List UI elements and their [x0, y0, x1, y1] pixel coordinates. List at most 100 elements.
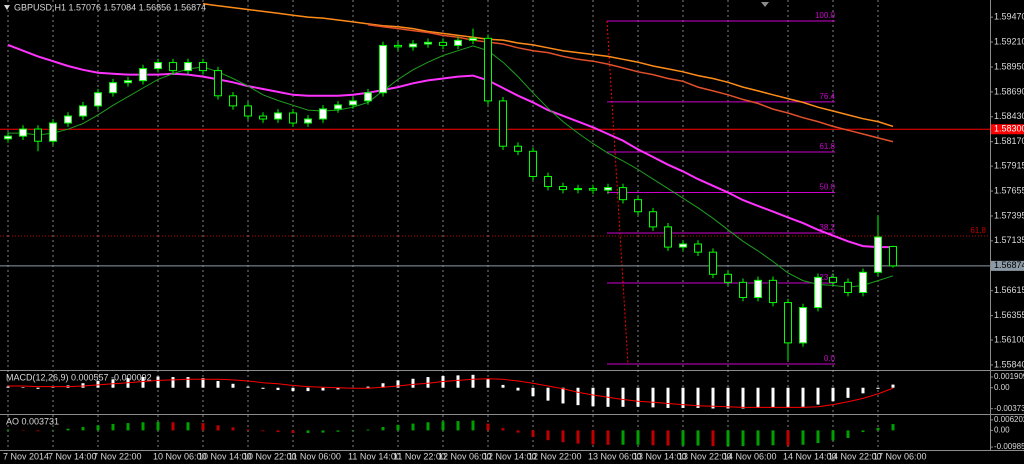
candle-body	[394, 44, 402, 48]
indicator-bar	[561, 387, 565, 404]
candle-body	[109, 82, 117, 94]
candle-body	[274, 112, 282, 120]
chart-title: GBPUSD,H1 1.57076 1.57084 1.56856 1.5687…	[14, 2, 206, 12]
y-tick-label: 1.57915	[994, 161, 1024, 171]
fib-label: 50.0	[819, 183, 835, 192]
candle-body	[739, 281, 747, 298]
indicator-bar	[396, 424, 400, 431]
candle-body	[439, 41, 447, 46]
candle-body	[469, 37, 477, 41]
indicator-bar	[366, 429, 370, 431]
candle-body	[604, 187, 612, 191]
y-tick-label: 1.58430	[994, 111, 1024, 121]
candle-body	[784, 302, 792, 344]
candle-body	[664, 226, 672, 248]
candle-body	[454, 39, 462, 46]
candle-body	[19, 128, 27, 137]
indicator-bar	[456, 421, 460, 431]
y-tick-label: 0.006202	[994, 415, 1024, 424]
indicator-bar	[801, 430, 805, 445]
indicator-bar	[636, 387, 640, 407]
shift-marker[interactable]	[761, 2, 769, 7]
y-tick-label: 1.57655	[994, 185, 1024, 195]
indicator-bar	[246, 386, 250, 388]
indicator-bar	[486, 423, 490, 431]
candle-body	[814, 276, 822, 309]
indicator-bar	[876, 387, 880, 389]
indicator-bar	[141, 377, 145, 388]
indicator-bar	[651, 430, 655, 446]
x-tick-label: 11 Nov 06:00	[288, 451, 341, 461]
indicator-bar	[426, 377, 430, 388]
candle-body	[724, 273, 732, 283]
moving-average	[202, 2, 894, 128]
x-tick-label: 12 Nov 22:00	[528, 451, 582, 461]
signal-line	[8, 378, 894, 408]
y-tick-label: 1.58170	[994, 136, 1024, 146]
indicator-bar	[81, 427, 85, 431]
indicator-bar	[66, 428, 70, 431]
candle-body	[709, 251, 717, 275]
indicator-bar	[321, 430, 325, 433]
indicator-bar	[816, 387, 820, 405]
indicator-bar	[696, 430, 700, 446]
candle-body	[184, 62, 192, 72]
menu-arrow[interactable]	[4, 5, 10, 10]
indicator-bar	[381, 427, 385, 431]
indicator-bar	[756, 387, 760, 408]
candle-body	[844, 281, 852, 294]
indicator-bar	[621, 387, 625, 407]
price-label-box	[991, 260, 1024, 271]
candle-body	[259, 115, 267, 120]
indicator-bar	[246, 429, 250, 431]
candle-body	[349, 100, 357, 106]
x-tick-label: 11 Nov 14:00	[348, 451, 401, 461]
indicator-bar	[681, 387, 685, 408]
fib-label: 61.8	[819, 142, 835, 151]
fib-label: 0.0	[824, 354, 836, 363]
price-line-label: 61.8	[970, 226, 986, 235]
indicator-bar	[441, 421, 445, 431]
indicator-bar	[186, 422, 190, 431]
indicator-bar	[771, 430, 775, 446]
candle-body	[649, 211, 657, 228]
x-tick-label: 10 Nov 14:00	[198, 451, 252, 461]
indicator-bar	[426, 422, 430, 431]
indicator-bar	[786, 387, 790, 408]
indicator-bar	[681, 430, 685, 446]
candle-body	[799, 307, 807, 344]
fib-trendline	[606, 20, 629, 365]
indicator-bar	[456, 375, 460, 388]
indicator-bar	[606, 430, 610, 445]
candle-body	[694, 243, 702, 253]
indicator-bar	[261, 387, 265, 389]
indicator-bar	[471, 374, 475, 388]
candle-body	[34, 128, 42, 142]
candle-body	[124, 80, 132, 84]
candle-body	[79, 105, 87, 117]
indicator-bar	[876, 427, 880, 431]
indicator-bar	[51, 387, 55, 388]
indicator-bar	[801, 387, 805, 407]
y-tick-label: 0.00	[994, 383, 1010, 392]
x-tick-label: 13 Nov 06:00	[588, 451, 642, 461]
price-label-box	[991, 124, 1024, 135]
indicator-bar	[786, 430, 790, 446]
y-tick-label: 1.56100	[994, 334, 1024, 344]
indicator-bar	[96, 425, 100, 431]
indicator-bar	[36, 387, 40, 389]
indicator-bar	[741, 387, 745, 409]
indicator-bar	[111, 423, 115, 431]
y-tick-label: 1.58690	[994, 86, 1024, 96]
indicator-bar	[171, 422, 175, 431]
candle-body	[889, 246, 897, 267]
indicator-bar	[186, 377, 190, 388]
candle-body	[4, 135, 12, 140]
indicator-bar	[276, 387, 280, 390]
indicator-bar	[486, 378, 490, 388]
indicator-bar	[531, 387, 535, 397]
candle-body	[319, 108, 327, 120]
indicator-bar	[501, 384, 505, 388]
indicator-bar	[561, 430, 565, 443]
